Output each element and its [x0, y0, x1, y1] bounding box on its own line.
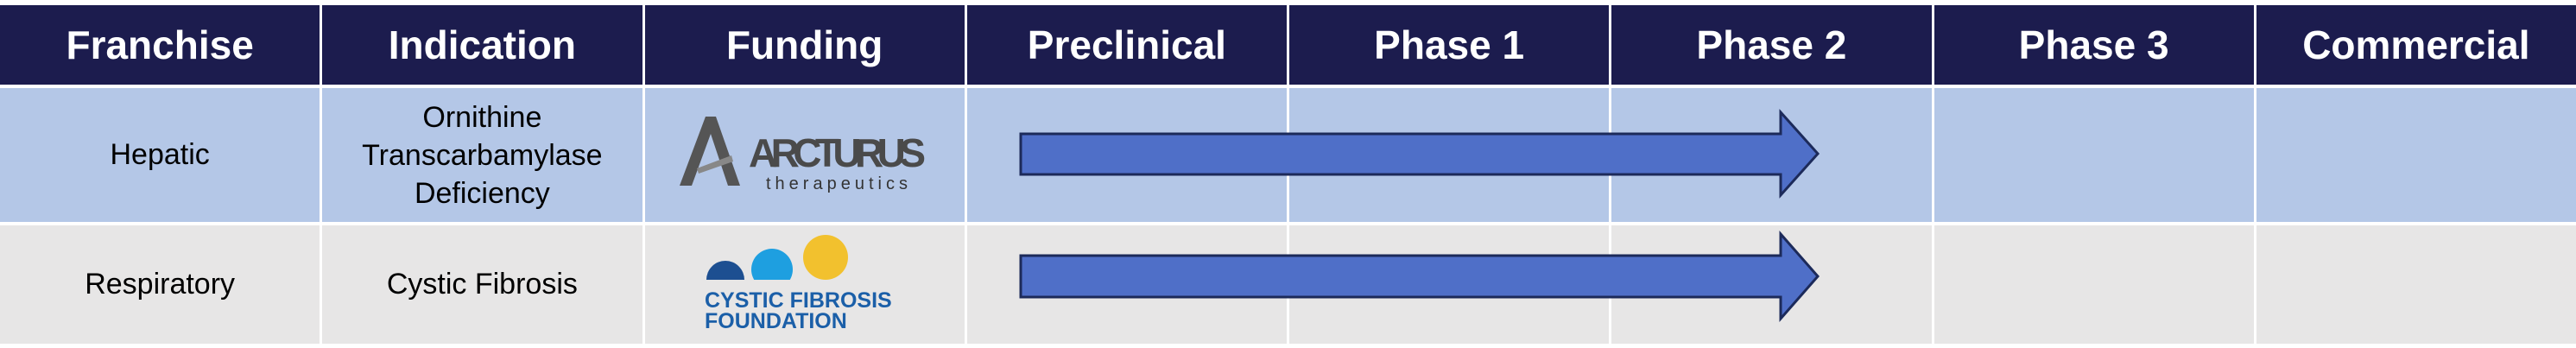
arcturus-logo: ARCTURUS therapeutics	[679, 116, 926, 193]
progress-arrow	[1019, 231, 1820, 322]
header-cell: Indication	[322, 5, 642, 85]
cell	[1934, 88, 2254, 222]
franchise: Hepatic	[0, 88, 320, 222]
header-cell: Commercial	[2256, 5, 2576, 85]
funder-name: CYSTIC FIBROSIS	[705, 288, 892, 313]
header-cell: Franchise	[0, 5, 320, 85]
header-cell: Phase 2	[1611, 5, 1932, 85]
progress-arrow	[1019, 109, 1820, 199]
cell	[1934, 225, 2254, 344]
indication: Ornithine Transcarbamylase Deficiency	[322, 88, 642, 222]
funder-tagline: therapeutics	[766, 174, 912, 193]
cell	[2256, 88, 2576, 222]
cell	[2256, 225, 2576, 344]
funder-name: ARCTURUS	[749, 130, 926, 175]
funding-logo: ARCTURUS therapeutics	[644, 88, 965, 222]
cff-logo: CYSTIC FIBROSIS FOUNDATION	[705, 235, 892, 333]
indication: Cystic Fibrosis	[322, 225, 642, 344]
funding-logo: CYSTIC FIBROSIS FOUNDATION	[644, 225, 965, 344]
franchise: Respiratory	[0, 225, 320, 344]
funder-name: FOUNDATION	[705, 309, 847, 333]
header-cell: Preclinical	[966, 5, 1287, 85]
header-cell: Phase 1	[1289, 5, 1610, 85]
header-cell: Funding	[644, 5, 965, 85]
header-cell: Phase 3	[1934, 5, 2254, 85]
